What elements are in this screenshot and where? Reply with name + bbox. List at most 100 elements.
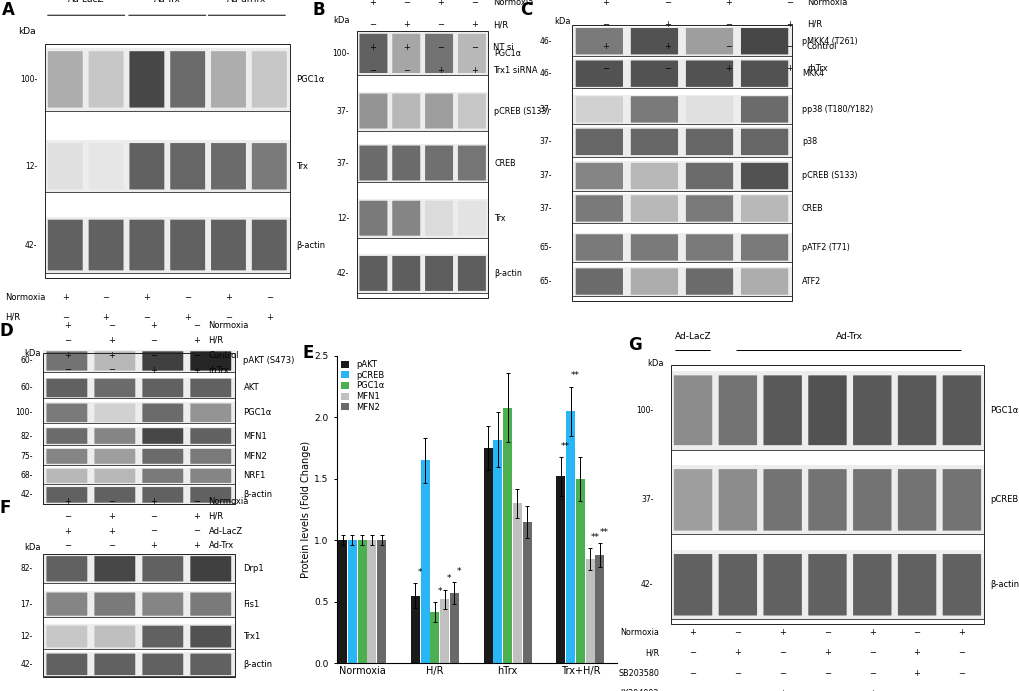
FancyBboxPatch shape <box>95 654 136 675</box>
Bar <box>585 559 594 663</box>
Text: pCREB (S133): pCREB (S133) <box>801 171 857 180</box>
FancyBboxPatch shape <box>211 220 246 270</box>
Text: −: − <box>62 313 68 322</box>
Text: −: − <box>150 336 157 345</box>
Text: rhTrx: rhTrx <box>208 366 229 375</box>
Text: Ad-Trx: Ad-Trx <box>836 332 862 341</box>
Text: 82-: 82- <box>20 431 33 441</box>
FancyBboxPatch shape <box>191 654 231 675</box>
Text: kDa: kDa <box>24 542 41 552</box>
FancyBboxPatch shape <box>630 163 678 189</box>
Text: −: − <box>823 690 830 691</box>
Bar <box>357 32 488 75</box>
Text: −: − <box>64 366 71 375</box>
Text: pp38 (T180/Y182): pp38 (T180/Y182) <box>801 105 872 114</box>
Bar <box>572 233 792 262</box>
Text: p38: p38 <box>801 138 816 146</box>
FancyBboxPatch shape <box>95 626 136 647</box>
Text: 42-: 42- <box>20 491 33 500</box>
FancyBboxPatch shape <box>392 93 420 129</box>
Text: +: + <box>913 648 919 657</box>
FancyBboxPatch shape <box>762 469 801 531</box>
FancyBboxPatch shape <box>392 34 420 73</box>
Text: −: − <box>150 350 157 360</box>
Bar <box>439 599 448 663</box>
Bar <box>572 25 792 301</box>
FancyBboxPatch shape <box>740 61 788 87</box>
FancyBboxPatch shape <box>47 468 88 483</box>
Bar <box>43 652 234 676</box>
FancyBboxPatch shape <box>47 487 88 503</box>
Text: 100-: 100- <box>331 49 348 58</box>
FancyBboxPatch shape <box>191 351 231 370</box>
FancyBboxPatch shape <box>47 404 88 422</box>
Text: −: − <box>150 527 157 536</box>
Text: +: + <box>108 512 114 521</box>
Text: kDa: kDa <box>553 17 570 26</box>
Text: C: C <box>520 1 532 19</box>
FancyBboxPatch shape <box>630 28 678 55</box>
Text: 65-: 65- <box>539 277 551 286</box>
Text: Normoxia: Normoxia <box>208 321 249 330</box>
Bar <box>449 594 459 663</box>
Text: +: + <box>369 44 376 53</box>
Y-axis label: Protein levels (Fold Change): Protein levels (Fold Change) <box>301 441 311 578</box>
Text: +: + <box>194 512 200 521</box>
Text: H/R: H/R <box>208 512 223 521</box>
Bar <box>43 377 234 398</box>
FancyBboxPatch shape <box>143 428 183 444</box>
Text: −: − <box>369 21 376 30</box>
Text: −: − <box>958 669 964 678</box>
FancyBboxPatch shape <box>191 487 231 503</box>
Text: *: * <box>418 568 422 577</box>
Bar <box>572 267 792 296</box>
FancyBboxPatch shape <box>143 468 183 483</box>
Text: PGC1α: PGC1α <box>244 408 271 417</box>
Text: +: + <box>194 541 200 550</box>
Text: −: − <box>403 0 410 7</box>
Text: 60-: 60- <box>20 357 33 366</box>
Bar <box>671 371 983 450</box>
Text: +: + <box>108 527 114 536</box>
Text: β-actin: β-actin <box>244 491 272 500</box>
FancyBboxPatch shape <box>575 268 623 295</box>
FancyBboxPatch shape <box>143 379 183 397</box>
Bar <box>595 555 603 663</box>
Bar <box>572 194 792 223</box>
FancyBboxPatch shape <box>740 163 788 189</box>
Text: +: + <box>184 313 191 322</box>
FancyBboxPatch shape <box>942 554 980 616</box>
Text: −: − <box>471 0 478 7</box>
Text: +: + <box>779 628 786 637</box>
Text: +: + <box>602 42 609 51</box>
FancyBboxPatch shape <box>942 375 980 445</box>
FancyBboxPatch shape <box>575 196 623 222</box>
Text: kDa: kDa <box>646 359 663 368</box>
FancyBboxPatch shape <box>89 220 123 270</box>
Bar <box>572 162 792 191</box>
FancyBboxPatch shape <box>47 654 88 675</box>
Bar <box>555 476 565 663</box>
Text: PGC1α: PGC1α <box>296 75 324 84</box>
Text: −: − <box>779 669 786 678</box>
Text: 42-: 42- <box>336 269 348 278</box>
Bar <box>43 555 234 583</box>
Bar <box>566 411 575 663</box>
Bar <box>43 591 234 617</box>
Text: −: − <box>725 42 732 51</box>
Text: −: − <box>436 21 443 30</box>
Text: +: + <box>225 293 231 302</box>
Text: 17-: 17- <box>20 600 33 609</box>
Text: 65-: 65- <box>539 243 551 252</box>
Text: pATF2 (T71): pATF2 (T71) <box>801 243 849 252</box>
Text: −: − <box>734 690 741 691</box>
Bar <box>493 439 501 663</box>
Text: +: + <box>725 0 732 7</box>
Bar <box>576 479 584 663</box>
Text: Control: Control <box>806 42 837 51</box>
Text: 100-: 100- <box>15 408 33 417</box>
Bar <box>430 612 439 663</box>
Text: −: − <box>225 313 231 322</box>
Text: Ad-dnTrx: Ad-dnTrx <box>227 0 266 4</box>
Text: ATF2: ATF2 <box>801 277 820 286</box>
